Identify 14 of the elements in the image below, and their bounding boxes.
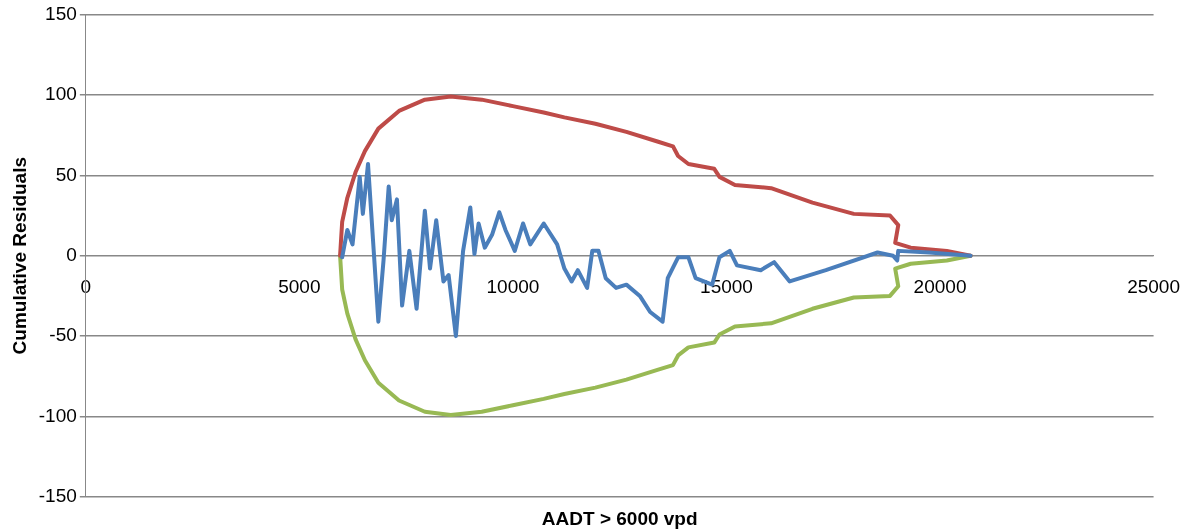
y-tick-label: 150 [45, 2, 77, 24]
y-tick-label: -100 [38, 404, 77, 426]
y-axis-title: Cumulative Residuals [8, 156, 30, 355]
y-tick-label: 0 [66, 243, 77, 265]
x-tick-label: 5000 [278, 276, 321, 298]
x-axis-title: AADT > 6000 vpd [541, 507, 698, 529]
x-tick-label: 10000 [486, 276, 540, 298]
y-tick-label: 50 [55, 163, 77, 185]
x-tick-label: 25000 [1127, 276, 1180, 298]
y-tick-label: 100 [45, 83, 77, 105]
y-tick-label: -50 [49, 324, 77, 346]
y-tick-label: -150 [38, 485, 77, 507]
x-tick-label: 20000 [913, 276, 967, 298]
x-tick-label: 0 [80, 276, 92, 298]
